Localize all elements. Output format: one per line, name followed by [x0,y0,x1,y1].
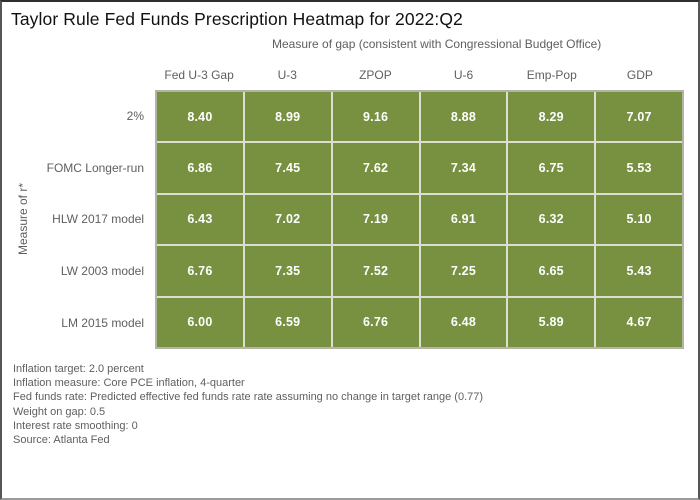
row-label: HLW 2017 model [52,212,144,227]
heatmap-cell: 7.34 [420,143,507,193]
heatmap-cell: 7.02 [244,194,331,245]
heatmap-cell: 7.07 [596,92,682,142]
column-headers: Fed U-3 Gap U-3 ZPOP U-6 Emp-Pop GDP [155,64,684,86]
heatmap-cell: 5.53 [596,143,682,193]
x-axis-title: Measure of gap (consistent with Congress… [272,37,602,51]
page-title: Taylor Rule Fed Funds Prescription Heatm… [11,9,463,29]
footnote-line: Source: Atlanta Fed [13,434,110,447]
heatmap-cell: 5.10 [596,194,682,245]
row-label: LM 2015 model [61,316,144,331]
heatmap-cell: 4.67 [596,297,682,347]
heatmap-cell: 6.91 [420,194,507,245]
footnote-line: Interest rate smoothing: 0 [13,419,138,432]
heatmap-cell: 7.62 [332,143,419,193]
heatmap-cell: 7.45 [244,143,331,193]
footnote-line: Inflation measure: Core PCE inflation, 4… [13,377,245,390]
column-header: GDP [626,68,653,82]
heatmap-cell: 8.29 [508,92,595,142]
row-labels: 2% FOMC Longer-run HLW 2017 model LW 2003 m… [2,90,144,349]
heatmap-cell: 6.00 [157,297,243,347]
column-header: Emp-Pop [526,68,577,82]
heatmap-cell: 6.76 [157,246,243,296]
heatmap-cell: 7.19 [332,194,419,245]
heatmap-cell: 5.43 [596,246,682,296]
heatmap-cell: 6.76 [332,297,419,347]
row-label: 2% [126,108,144,123]
footnote-line: Inflation target: 2.0 percent [13,363,144,375]
footnote-line: Weight on gap: 0.5 [13,405,106,418]
heatmap-cell: 8.88 [420,92,507,142]
heatmap-grid: 8.40 8.99 9.16 8.88 8.29 7.07 6.86 7.45 7.62 7.34… [155,90,684,349]
heatmap-cell: 6.65 [508,246,595,296]
heatmap-cell: 6.43 [157,194,243,245]
footnotes: Inflation target: 2.0 percent Inflation m… [13,362,483,447]
column-header: U-6 [453,68,474,82]
row-label: FOMC Longer-run [46,160,144,175]
column-header: U-3 [277,68,297,82]
heatmap-cell: 6.48 [420,297,507,347]
heatmap-cell: 5.89 [508,297,595,347]
heatmap-cell: 7.52 [332,246,419,296]
footnote-line: Fed funds rate: Predicted effective fed … [13,391,484,404]
heatmap-cell: 9.16 [332,92,419,142]
heatmap-cell: 7.25 [420,246,507,296]
heatmap-cell: 8.99 [244,92,331,142]
heatmap-cell: 6.75 [508,143,595,193]
heatmap-cell: 7.35 [244,246,331,296]
column-header: Fed U-3 Gap [164,68,234,82]
row-label: LW 2003 model [60,264,144,279]
heatmap-cell: 6.32 [508,194,595,245]
heatmap-cell: 6.59 [244,297,331,347]
column-header: ZPOP [359,68,392,82]
heatmap-cell: 8.40 [157,92,243,142]
heatmap-cell: 6.86 [157,143,243,193]
